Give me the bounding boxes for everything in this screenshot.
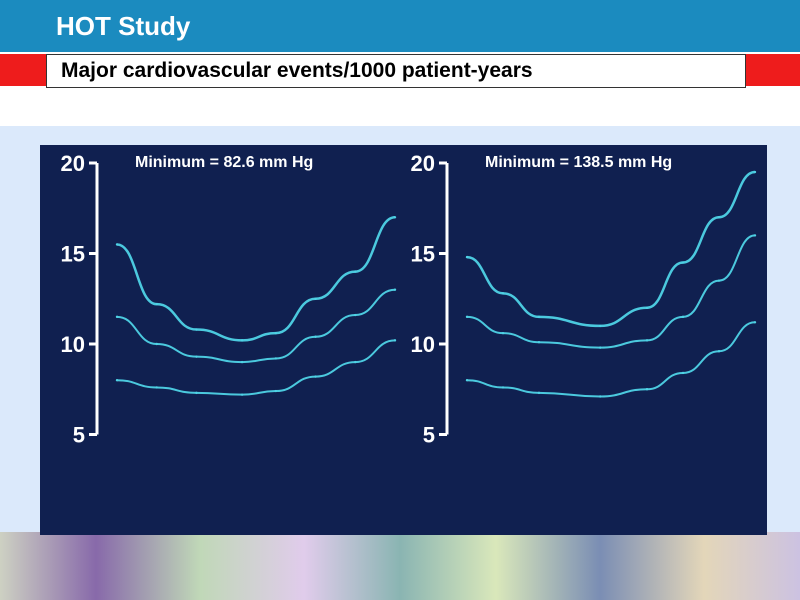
y-tick-label: 10 (61, 332, 85, 357)
data-point (717, 350, 721, 353)
data-point (537, 315, 541, 319)
data-point (354, 270, 357, 273)
subtitle-box: Major cardiovascular events/1000 patient… (46, 54, 746, 88)
data-point (753, 234, 757, 237)
y-tick-label: 10 (411, 332, 435, 357)
data-point (393, 339, 397, 342)
data-point (537, 391, 541, 395)
data-point (501, 331, 505, 335)
data-point (240, 393, 244, 396)
left-red-accent (0, 54, 46, 86)
data-point (501, 386, 505, 389)
chart-svg: 20 15 10 5 Minimum = 82.6 mm Hg 20 15 10 5 Minimu… (61, 151, 757, 448)
data-point (314, 375, 317, 378)
right-red-accent (746, 54, 800, 86)
data-point (195, 328, 198, 331)
data-point (645, 388, 649, 391)
data-point (537, 340, 541, 344)
data-point (240, 360, 244, 364)
chart-panel-1: 20 15 10 5 Minimum = 82.6 mm Hg (61, 151, 397, 448)
data-point (465, 379, 469, 382)
series-curve (116, 339, 396, 396)
data-point (314, 297, 317, 300)
data-point (274, 389, 278, 393)
series-curve (116, 288, 396, 364)
series-curve (116, 216, 396, 342)
data-point (393, 216, 397, 219)
data-point (195, 355, 198, 358)
data-point (501, 292, 505, 295)
data-point (717, 216, 721, 219)
data-point (115, 243, 119, 246)
slide-title: HOT Study (56, 11, 191, 41)
slide-subtitle: Major cardiovascular events/1000 patient… (61, 59, 533, 82)
data-point (155, 342, 158, 346)
data-point (599, 395, 602, 398)
data-point (717, 279, 721, 282)
data-point (753, 321, 757, 324)
data-point (599, 346, 602, 349)
data-point (393, 288, 397, 291)
minimum-annotation: Minimum = 138.5 mm Hg (485, 154, 672, 171)
data-point (240, 339, 244, 342)
data-point (681, 315, 685, 319)
data-point (354, 360, 357, 364)
data-point (195, 391, 198, 395)
data-point (274, 357, 278, 360)
chart-panel-2: 20 15 10 5 Minimum = 138.5 mm Hg (411, 151, 757, 448)
data-point (465, 255, 469, 259)
data-point (645, 306, 649, 309)
corrupted-image-band (0, 532, 800, 600)
chart-area: 20 15 10 5 Minimum = 82.6 mm Hg 20 15 10 5 Minimu… (40, 145, 767, 535)
y-tick-label: 20 (411, 151, 435, 176)
data-point (753, 170, 757, 174)
y-tick-label: 20 (61, 151, 85, 176)
data-point (155, 302, 158, 306)
data-point (115, 315, 119, 319)
series-curve (466, 170, 756, 328)
data-point (155, 386, 158, 389)
y-tick-label: 5 (423, 423, 435, 448)
data-point (274, 331, 278, 335)
data-point (314, 335, 317, 338)
data-point (354, 313, 357, 317)
data-point (115, 379, 119, 382)
data-point (681, 371, 685, 375)
minimum-annotation: Minimum = 82.6 mm Hg (135, 154, 313, 171)
y-tick-label: 5 (73, 423, 85, 448)
title-bar: HOT Study (0, 0, 800, 52)
data-point (645, 339, 649, 342)
y-tick-label: 15 (61, 242, 85, 267)
subtitle-row: Major cardiovascular events/1000 patient… (0, 54, 800, 88)
data-point (681, 261, 685, 264)
series-curve (466, 234, 756, 349)
data-point (465, 315, 469, 319)
y-tick-label: 15 (411, 242, 435, 267)
data-point (599, 324, 602, 328)
